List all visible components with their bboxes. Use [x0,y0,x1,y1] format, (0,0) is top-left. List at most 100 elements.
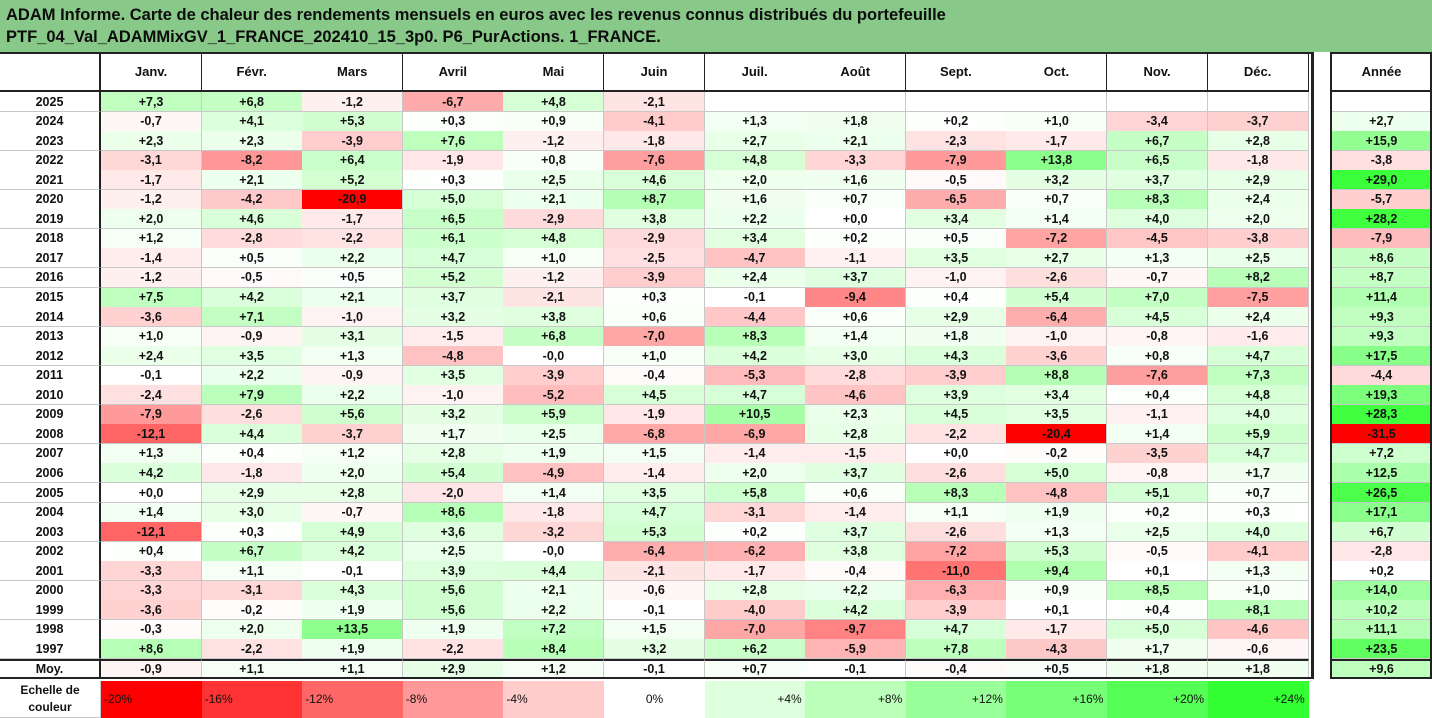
heatmap-cell: -4,5 [1107,228,1209,249]
heatmap-cell: +4,0 [1207,404,1309,425]
heatmap-cell: +4,2 [805,600,907,621]
heatmap-cell: +0,0 [805,209,907,230]
month-header-9: Sept. [905,52,1007,92]
heatmap-cell: +3,7 [1107,170,1209,191]
year-label: 1998 [0,619,101,640]
heatmap-cell: +10,5 [704,404,806,425]
year-label: 2009 [0,404,101,425]
heatmap-cell: +2,4 [704,267,806,288]
year-label: 2018 [0,228,101,249]
heatmap-cell: +1,3 [1006,522,1108,543]
year-label: 2019 [0,209,101,230]
heatmap-cell: -12,1 [101,522,203,543]
annual-cell: +8,6 [1330,248,1432,269]
year-label: 2008 [0,424,101,445]
heatmap-cell: +1,4 [1107,424,1209,445]
heatmap-cell: -4,0 [704,600,806,621]
heatmap-cell: +5,6 [402,600,504,621]
heatmap-cell: +4,4 [201,424,303,445]
heatmap-cell: +8,5 [1107,580,1209,601]
heatmap-cell: +0,4 [905,287,1007,308]
heatmap-cell: +2,1 [503,189,605,210]
heatmap-cell: +0,8 [1107,346,1209,367]
heatmap-cell: -3,6 [101,600,203,621]
year-label: 2012 [0,346,101,367]
heatmap-cell: +2,5 [402,541,504,562]
heatmap-cell: +5,0 [402,189,504,210]
heatmap-cell: +0,5 [905,228,1007,249]
heatmap-cell: +7,6 [402,131,504,152]
heatmap-cell: +3,7 [805,267,907,288]
heatmap-cell: +1,4 [101,502,203,523]
heatmap-cell [704,92,806,113]
average-cell: +1,1 [302,658,404,679]
month-header-1: Janv. [101,52,203,92]
heatmap-cell: +6,4 [302,150,404,171]
heatmap-cell: +2,3 [805,404,907,425]
heatmap-cell: +0,1 [1006,600,1108,621]
heatmap-cell: -0,5 [905,170,1007,191]
annual-cell: +9,3 [1330,307,1432,328]
heatmap-cell: +2,2 [503,600,605,621]
heatmap-cell: +0,4 [1107,385,1209,406]
heatmap-cell: -5,3 [704,365,806,386]
heatmap-cell: +4,9 [302,522,404,543]
heatmap-cell: -0,2 [201,600,303,621]
annual-cell: -7,9 [1330,228,1432,249]
heatmap-cell: +4,6 [201,209,303,230]
annual-cell: -31,5 [1330,424,1432,445]
heatmap-cell: +2,2 [805,580,907,601]
report-title: ADAM Informe. Carte de chaleur des rende… [0,0,1432,52]
heatmap-cell: -0,9 [302,365,404,386]
heatmap-cell: +0,5 [201,248,303,269]
heatmap-cell: -1,7 [1006,619,1108,640]
heatmap-cell: +1,3 [101,443,203,464]
title-line-1: ADAM Informe. Carte de chaleur des rende… [6,6,946,24]
heatmap-cell: -0,7 [1107,267,1209,288]
heatmap-cell: +5,6 [302,404,404,425]
annual-cell: +28,2 [1330,209,1432,230]
average-cell: -0,1 [604,658,706,679]
heatmap-cell: +4,8 [503,228,605,249]
heatmap-cell: -3,7 [302,424,404,445]
heatmap-cell: +1,7 [402,424,504,445]
heatmap-cell: -4,3 [1006,639,1108,660]
heatmap-cell: -0,7 [302,502,404,523]
scale-stop: -4% [503,680,605,718]
heatmap-cell: +5,4 [1006,287,1108,308]
heatmap-cell: -0,8 [1107,463,1209,484]
heatmap-cell: -4,6 [805,385,907,406]
heatmap-cell: +4,3 [905,346,1007,367]
annual-cell: +8,7 [1330,267,1432,288]
heatmap-cell: +2,8 [805,424,907,445]
heatmap-cell: -1,9 [402,150,504,171]
scale-stop: +4% [704,680,806,718]
month-header-12: Déc. [1207,52,1309,92]
heatmap-cell: -2,4 [101,385,203,406]
heatmap-cell: -3,9 [604,267,706,288]
heatmap-cell: -7,6 [604,150,706,171]
heatmap-cell: +2,4 [1207,189,1309,210]
heatmap-cell: +3,0 [805,346,907,367]
average-cell: +1,1 [201,658,303,679]
heatmap-cell: -3,7 [1207,111,1309,132]
heatmap-cell: +0,2 [805,228,907,249]
heatmap-cell: -2,6 [905,522,1007,543]
heatmap-cell: +0,8 [503,150,605,171]
heatmap-cell: +4,7 [604,502,706,523]
heatmap-cell: +5,9 [1207,424,1309,445]
heatmap-cell: -1,2 [302,92,404,113]
heatmap-cell: +8,8 [1006,365,1108,386]
heatmap-cell: -6,4 [1006,307,1108,328]
heatmap-cell: +3,4 [704,228,806,249]
year-label: 1999 [0,600,101,621]
heatmap-cell: -3,3 [101,580,203,601]
average-cell: +1,2 [503,658,605,679]
annual-cell: +28,3 [1330,404,1432,425]
heatmap-cell: +2,8 [402,443,504,464]
annual-cell: -3,8 [1330,150,1432,171]
heatmap-cell: -0,0 [503,346,605,367]
year-label: 2025 [0,92,101,113]
heatmap-cell: -0,6 [1207,639,1309,660]
year-label: 2023 [0,131,101,152]
